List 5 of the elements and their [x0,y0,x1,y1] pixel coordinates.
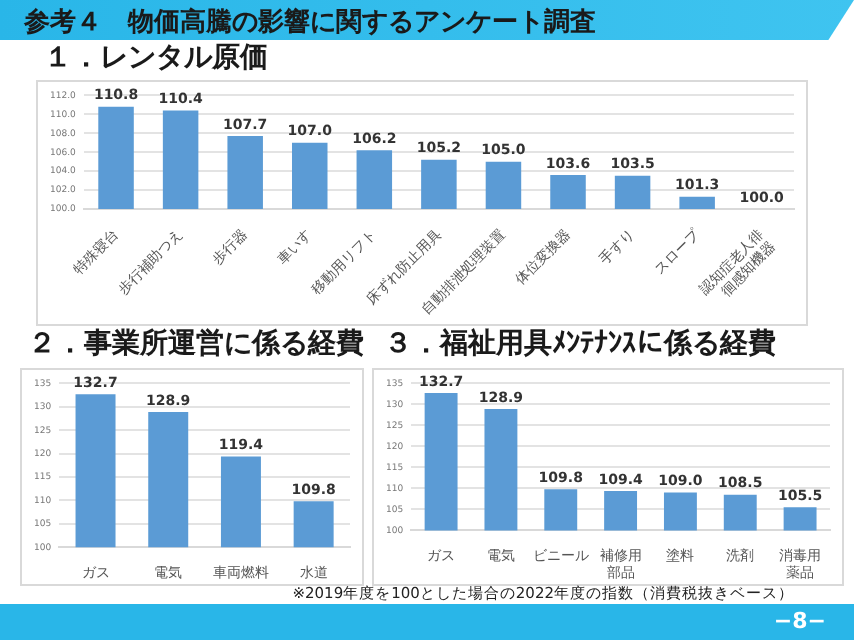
chart-title: 参考４ 物価高騰の影響に関するアンケート調査 [24,5,596,40]
chart-title: ２．事業所運営に係る経費 [28,326,364,362]
chart-subtitle: １．レンタル原価 [44,40,268,76]
chart-title: ３．福祉用具ﾒﾝﾃﾅﾝｽに係る経費 [384,326,776,362]
text: −8− [773,608,826,634]
